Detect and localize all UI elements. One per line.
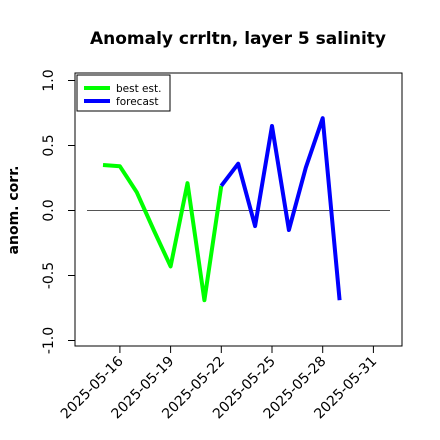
y-tick-label: -0.5 [41,262,57,289]
y-tick-label: 0.5 [41,134,57,156]
y-tick-label: -1.0 [41,327,57,354]
y-axis-label: anom. corr. [6,166,22,255]
series-line-best-est [102,163,224,303]
series-layer [102,116,342,303]
y-tick-label: 1.0 [41,69,57,91]
legend-box [76,74,171,112]
series-line-forecast [219,116,342,301]
plot-frame [74,72,403,347]
y-tick-label: 0.0 [41,199,57,221]
y-axis: -1.0 -0.5 0.0 0.5 1.0 [41,69,75,354]
legend: best est. forecast [76,74,171,112]
legend-label-forecast: forecast [116,96,158,108]
legend-label-best-est: best est. [116,83,161,95]
chart-title: Anomaly crrltn, layer 5 salinity [90,29,386,49]
x-axis: 2025-05-162025-05-192025-05-222025-05-25… [58,346,380,422]
